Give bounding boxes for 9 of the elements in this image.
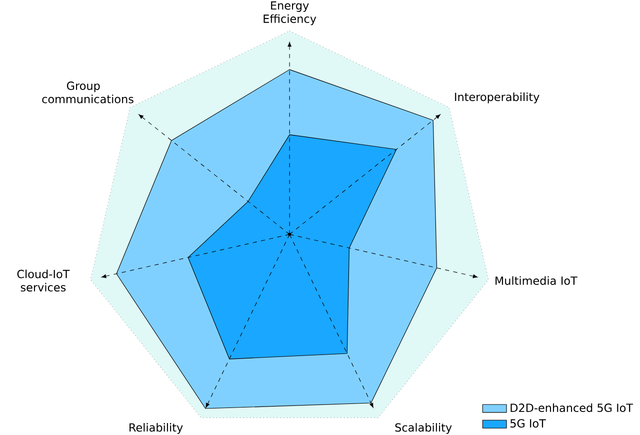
spoke-label: Reliability xyxy=(130,422,183,434)
spoke-label: Scalability xyxy=(395,422,452,434)
spoke-label: Cloud-IoT services xyxy=(17,269,70,292)
spoke-label: Energy Efficiency xyxy=(264,1,316,26)
legend-label: 5G IoT xyxy=(510,419,546,428)
spoke-label: Interoperability xyxy=(455,92,540,104)
spoke-label: Group communications xyxy=(42,81,134,104)
legend-label: D2D-enhanced 5G IoT xyxy=(510,403,634,412)
spoke-label: Multimedia IoT xyxy=(496,276,578,285)
